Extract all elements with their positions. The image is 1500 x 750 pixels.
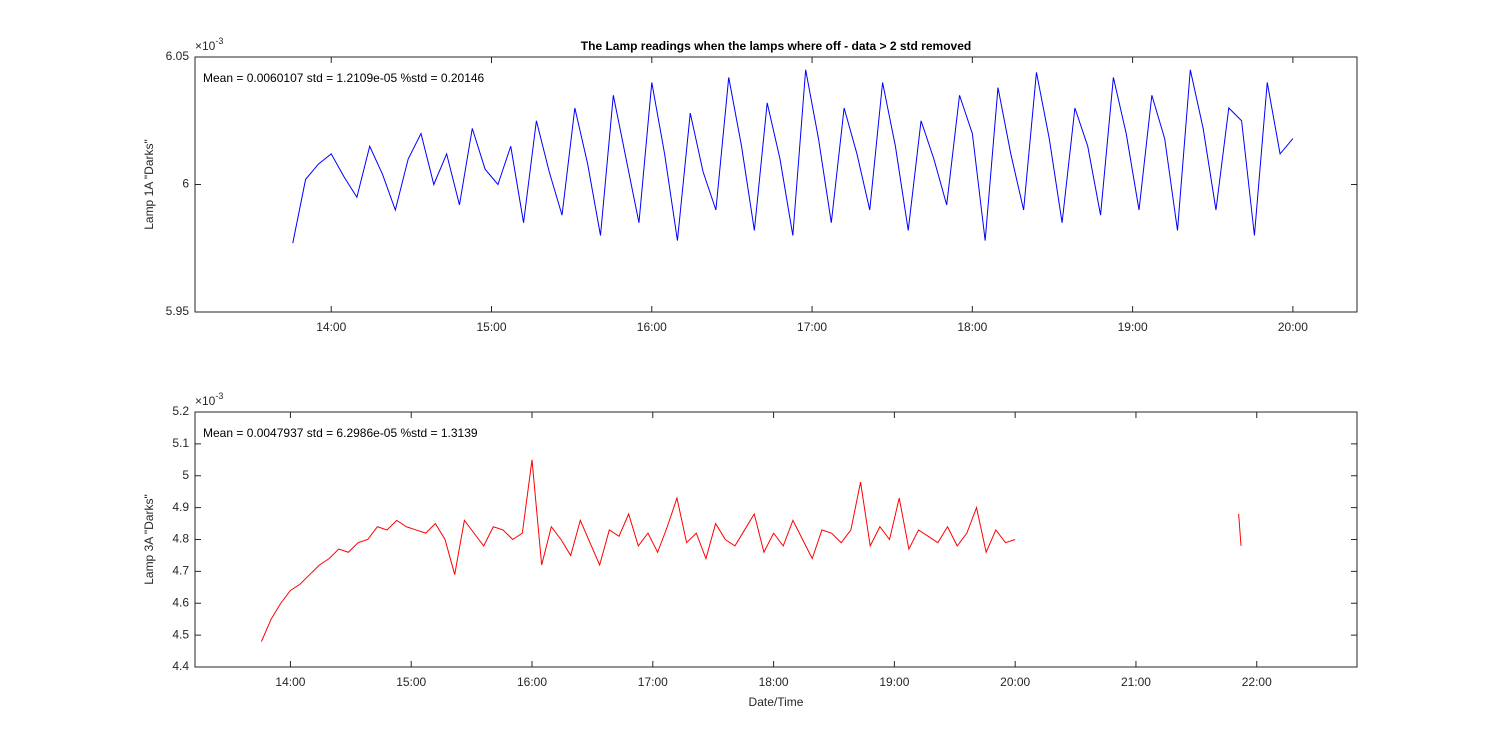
x-tick-label: 15:00 — [476, 320, 506, 334]
y-axis-label: Lamp 1A "Darks" — [142, 139, 156, 230]
y-tick-label: 5.2 — [172, 404, 189, 418]
x-tick-label: 14:00 — [316, 320, 346, 334]
x-tick-label: 22:00 — [1242, 675, 1272, 689]
x-tick-label: 16:00 — [517, 675, 547, 689]
y-multiplier-base: ×10 — [195, 394, 216, 408]
x-tick-label: 18:00 — [957, 320, 987, 334]
y-tick-label: 4.8 — [172, 532, 189, 546]
y-tick-label: 4.4 — [172, 659, 189, 673]
x-tick-label: 20:00 — [1278, 320, 1308, 334]
x-tick-label: 17:00 — [638, 675, 668, 689]
x-tick-label: 15:00 — [396, 675, 426, 689]
x-axis-label: Date/Time — [749, 695, 804, 709]
x-tick-label: 20:00 — [1000, 675, 1030, 689]
x-tick-label: 19:00 — [879, 675, 909, 689]
y-tick-label: 5.1 — [172, 436, 189, 450]
data-line — [260, 459, 1242, 642]
axes-box — [194, 56, 1358, 313]
y-axis-label: Lamp 3A "Darks" — [142, 494, 156, 585]
y-tick-label: 6 — [182, 177, 189, 191]
axes-box — [194, 411, 1358, 668]
y-multiplier: ×10-3 — [195, 391, 223, 408]
data-line — [292, 69, 1294, 244]
y-tick-label: 4.7 — [172, 564, 189, 578]
y-tick-label: 4.5 — [172, 627, 189, 641]
y-tick-label: 6.05 — [166, 49, 190, 63]
y-tick-label: 4.6 — [172, 595, 189, 609]
y-multiplier-exponent: -3 — [215, 36, 223, 46]
y-multiplier: ×10-3 — [195, 36, 223, 53]
annotation: Mean = 0.0060107 std = 1.2109e-05 %std =… — [203, 71, 485, 85]
x-tick-label: 19:00 — [1118, 320, 1148, 334]
annotation: Mean = 0.0047937 std = 6.2986e-05 %std =… — [203, 426, 478, 440]
x-tick-label: 18:00 — [759, 675, 789, 689]
y-tick-label: 5.95 — [166, 304, 190, 318]
y-multiplier-base: ×10 — [195, 39, 216, 53]
y-tick-label: 4.9 — [172, 500, 189, 514]
y-multiplier-exponent: -3 — [215, 391, 223, 401]
x-tick-label: 21:00 — [1121, 675, 1151, 689]
chart-title: The Lamp readings when the lamps where o… — [581, 39, 971, 53]
x-tick-label: 14:00 — [275, 675, 305, 689]
y-tick-label: 5 — [182, 468, 189, 482]
x-tick-label: 16:00 — [637, 320, 667, 334]
x-tick-label: 17:00 — [797, 320, 827, 334]
